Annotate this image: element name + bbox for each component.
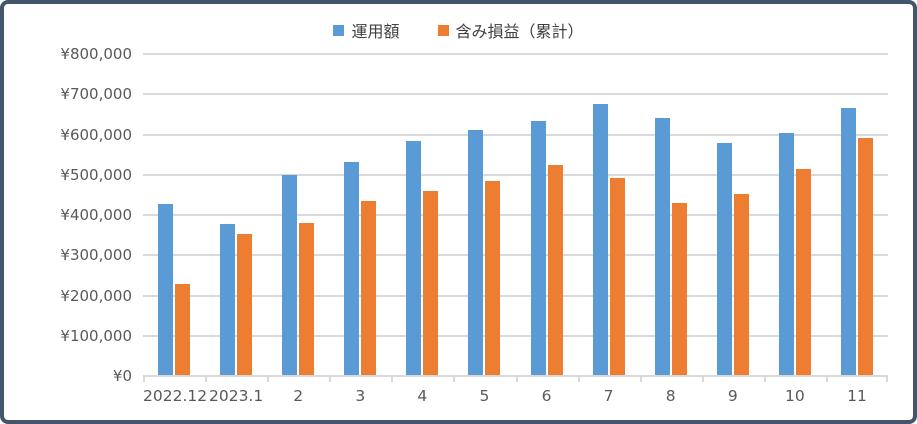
- x-axis-tick-label: 4: [417, 387, 428, 405]
- y-axis-tick-label: ¥700,000: [60, 85, 132, 104]
- gridline: [143, 254, 888, 257]
- x-axis-tick-label: 5: [479, 387, 490, 405]
- bar-operating: [282, 174, 298, 376]
- bar-group: [578, 54, 640, 376]
- bar-unrealized: [175, 284, 191, 376]
- bar-unrealized: [423, 191, 439, 376]
- x-axis-tick-mark: [267, 375, 270, 382]
- bar-operating: [406, 140, 422, 376]
- legend-swatch-unrealized: [437, 24, 449, 36]
- legend-swatch-operating: [333, 24, 345, 36]
- x-axis-tick-mark: [763, 375, 766, 382]
- x-axis-tick-label: 2022.12: [143, 387, 208, 405]
- x-axis-tick-mark: [143, 375, 145, 382]
- bar-group: [453, 54, 515, 376]
- x-axis-tick-mark: [453, 375, 456, 382]
- x-axis-tick-label: 11: [847, 387, 867, 405]
- x-axis-tick-label: 8: [665, 387, 676, 405]
- y-axis-tick-label: ¥400,000: [60, 206, 132, 224]
- bar-unrealized: [857, 138, 873, 376]
- legend-label-operating: 運用額: [351, 22, 400, 41]
- bar-group: [205, 54, 267, 376]
- bar-unrealized: [671, 202, 687, 376]
- legend-item-operating-amount: 運用額: [333, 18, 400, 42]
- bar-operating: [530, 120, 546, 376]
- y-axis-tick-label: ¥100,000: [60, 326, 132, 345]
- x-axis-tick-label: 2: [293, 387, 304, 405]
- bar-group: [391, 54, 453, 376]
- bar-operating: [468, 130, 484, 376]
- plot-area: [143, 53, 888, 376]
- x-axis: 2022.12 2023.1 2 3 4 5 6 7 8 9 10 11: [143, 387, 888, 409]
- bar-group: [267, 54, 329, 376]
- bar-group: [329, 54, 391, 376]
- gridline: [143, 214, 888, 216]
- legend-item-unrealized-pl: 含み損益（累計）: [437, 18, 584, 42]
- y-axis-tick-label: ¥500,000: [60, 165, 132, 184]
- bar-unrealized: [361, 200, 377, 376]
- x-axis-tick-label: 3: [355, 387, 366, 405]
- gridline: [143, 294, 888, 297]
- bar-group: [702, 54, 764, 376]
- y-axis-tick-label: ¥0: [112, 367, 132, 385]
- bar-unrealized: [485, 181, 501, 376]
- x-axis-tick-mark: [701, 375, 704, 382]
- x-axis-tick-mark: [577, 375, 580, 382]
- y-axis-tick-label: ¥200,000: [60, 286, 132, 305]
- x-axis-line: [143, 375, 888, 382]
- bar-group: [516, 54, 578, 376]
- bar-operating: [716, 142, 732, 376]
- x-axis-tick-label: 2023.1: [208, 387, 264, 405]
- gridline: [143, 334, 888, 337]
- x-axis-tick-mark: [205, 375, 208, 382]
- gridline: [143, 133, 888, 136]
- x-axis-tick-mark: [391, 375, 394, 382]
- x-axis-tick-mark: [515, 375, 518, 382]
- bar-group: [826, 54, 888, 376]
- x-axis-tick-label: 6: [541, 387, 552, 405]
- bar-unrealized: [795, 168, 811, 376]
- bar-group: [764, 54, 826, 376]
- y-axis-tick-label: ¥600,000: [60, 125, 132, 144]
- x-axis-tick-label: 9: [727, 387, 738, 405]
- y-axis-tick-label: ¥800,000: [60, 45, 132, 63]
- x-axis-tick-mark: [886, 375, 888, 382]
- x-axis-tick-label: 7: [603, 387, 614, 405]
- gridline: [143, 173, 888, 176]
- bar-unrealized: [547, 165, 563, 376]
- bar-group: [640, 54, 702, 376]
- bar-operating: [344, 161, 360, 376]
- bar-operating: [840, 107, 856, 376]
- bar-operating: [592, 104, 608, 376]
- x-axis-tick-label: 10: [785, 387, 805, 405]
- bar-operating: [158, 203, 174, 376]
- bar-unrealized: [733, 193, 749, 376]
- y-axis: ¥0 ¥100,000 ¥200,000 ¥300,000 ¥400,000 ¥500,0…: [4, 45, 132, 385]
- bar-unrealized: [299, 222, 315, 376]
- x-axis-tick-mark: [329, 375, 332, 382]
- y-axis-tick-label: ¥300,000: [60, 246, 132, 265]
- legend-label-unrealized: 含み損益（累計）: [455, 22, 584, 41]
- bar-operating: [778, 133, 794, 376]
- legend: 運用額 含み損益（累計）: [4, 18, 913, 42]
- bar-group: [143, 54, 205, 376]
- x-axis-tick-mark: [639, 375, 642, 382]
- bar-unrealized: [609, 178, 625, 376]
- bar-operating: [654, 118, 670, 376]
- bar-operating: [220, 223, 236, 376]
- gridline: [143, 93, 888, 96]
- x-axis-tick-mark: [825, 375, 828, 382]
- bar-unrealized: [237, 234, 253, 376]
- gridline: [143, 53, 888, 55]
